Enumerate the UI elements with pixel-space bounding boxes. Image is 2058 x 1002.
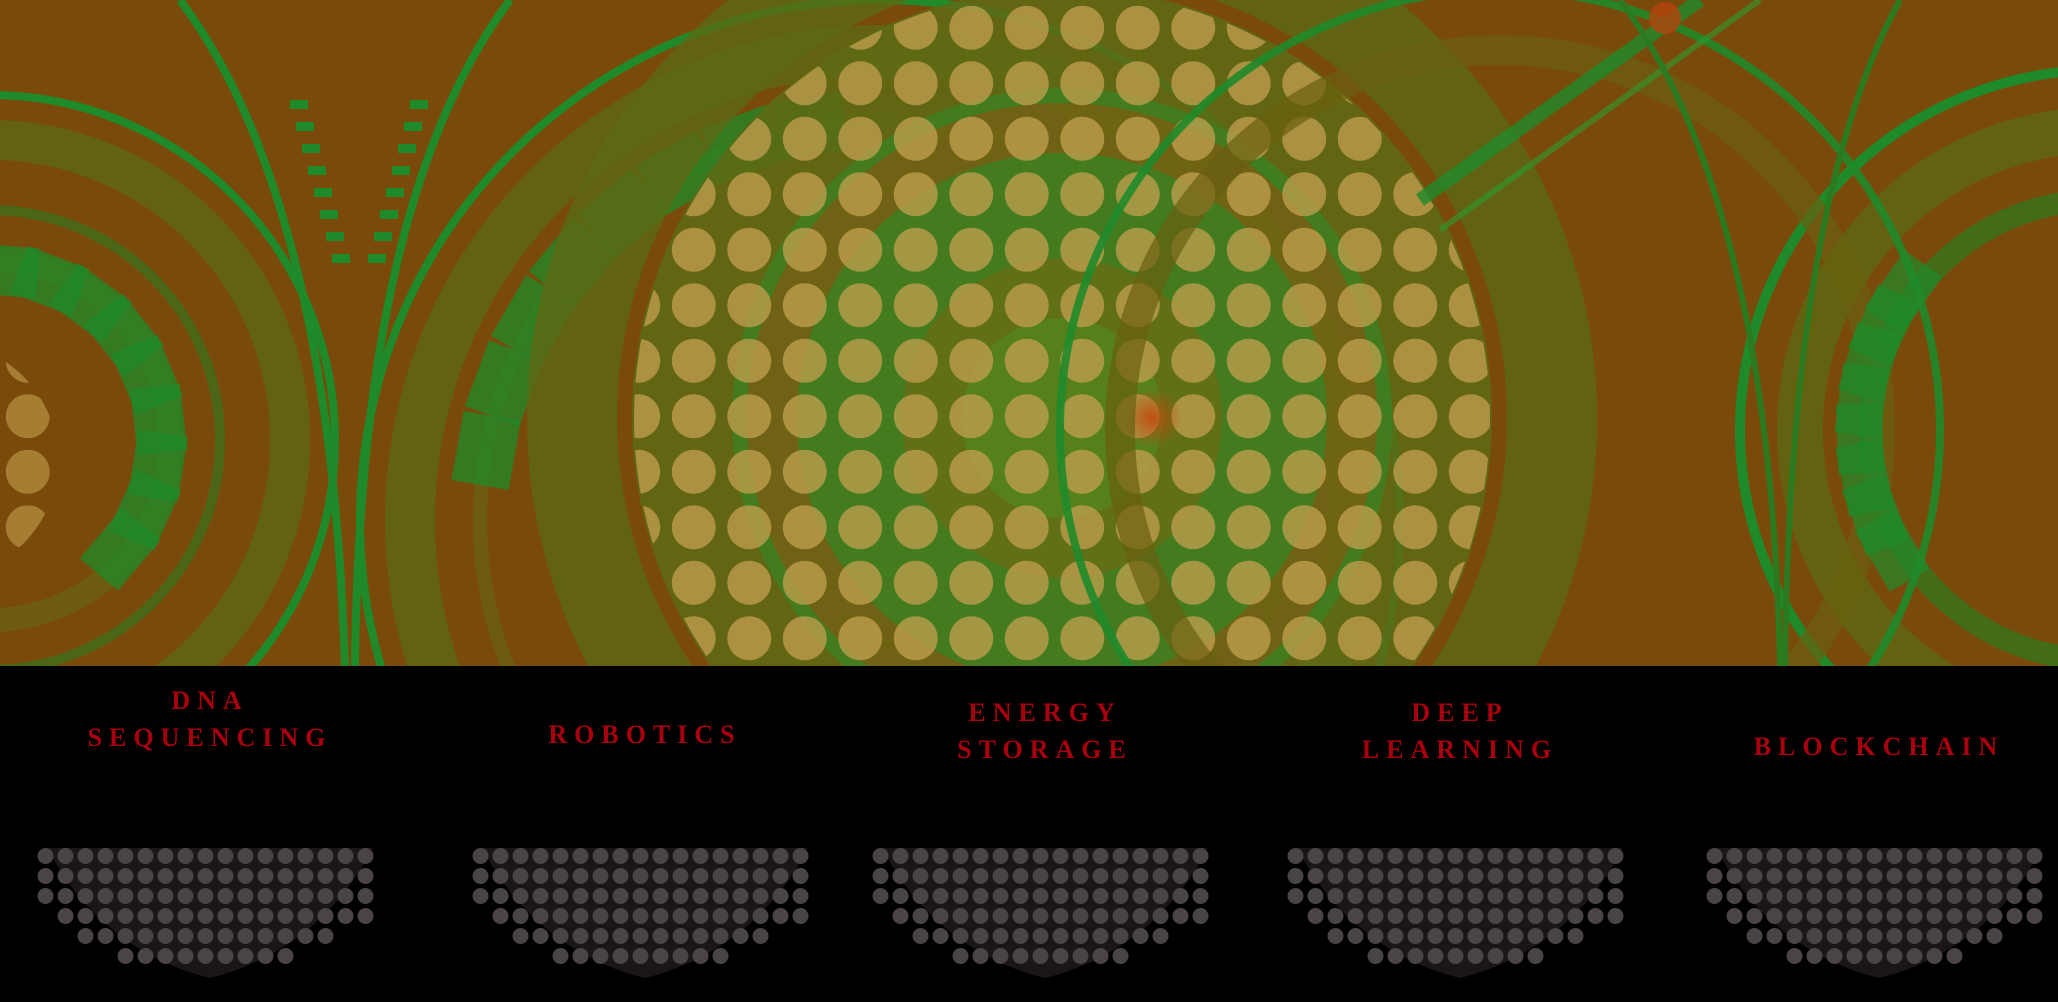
dot-dome-icon bbox=[1287, 848, 1624, 978]
center-hotspot bbox=[1122, 388, 1182, 448]
center-dot-grid bbox=[634, 0, 1490, 666]
dot-dome-icon bbox=[1706, 848, 2043, 978]
zipper-teeth bbox=[290, 100, 428, 263]
topic-tile-row: DNA SEQUENCING ROBOTICS ENERGY STORAGE D… bbox=[0, 666, 2058, 1002]
left-dial-segments bbox=[0, 242, 188, 591]
center-dial bbox=[527, 0, 1597, 666]
dot-dome-icon bbox=[37, 848, 374, 978]
tile-dna-sequencing[interactable]: DNA SEQUENCING bbox=[0, 666, 420, 1002]
zipper-trace-right bbox=[1617, 0, 1903, 666]
tile-label-dna-sequencing: DNA SEQUENCING bbox=[87, 686, 333, 752]
diagonal-trace-thin bbox=[1438, 0, 1762, 233]
dot-dome-icon bbox=[472, 848, 809, 978]
tile-deep-learning[interactable]: DEEP LEARNING bbox=[1220, 666, 1700, 1002]
tile-label-energy-storage: ENERGY STORAGE bbox=[957, 698, 1133, 764]
zipper-trace-left bbox=[176, 0, 514, 666]
hero-artwork bbox=[0, 0, 2058, 666]
tile-label-deep-learning: DEEP LEARNING bbox=[1361, 698, 1559, 764]
diagonal-trace bbox=[1415, 0, 1705, 206]
circuit-dial-graphic bbox=[0, 0, 2058, 666]
tile-energy-storage[interactable]: ENERGY STORAGE bbox=[870, 666, 1220, 1002]
tile-label-robotics: ROBOTICS bbox=[548, 720, 742, 749]
tile-label-blockchain: BLOCKCHAIN bbox=[1753, 732, 2005, 761]
right-dial-segments bbox=[1834, 250, 1943, 592]
dot-dome-icon bbox=[872, 848, 1209, 978]
tile-blockchain[interactable]: BLOCKCHAIN bbox=[1700, 666, 2058, 1002]
tile-robotics[interactable]: ROBOTICS bbox=[420, 666, 870, 1002]
red-accent-dot bbox=[1649, 2, 1681, 34]
